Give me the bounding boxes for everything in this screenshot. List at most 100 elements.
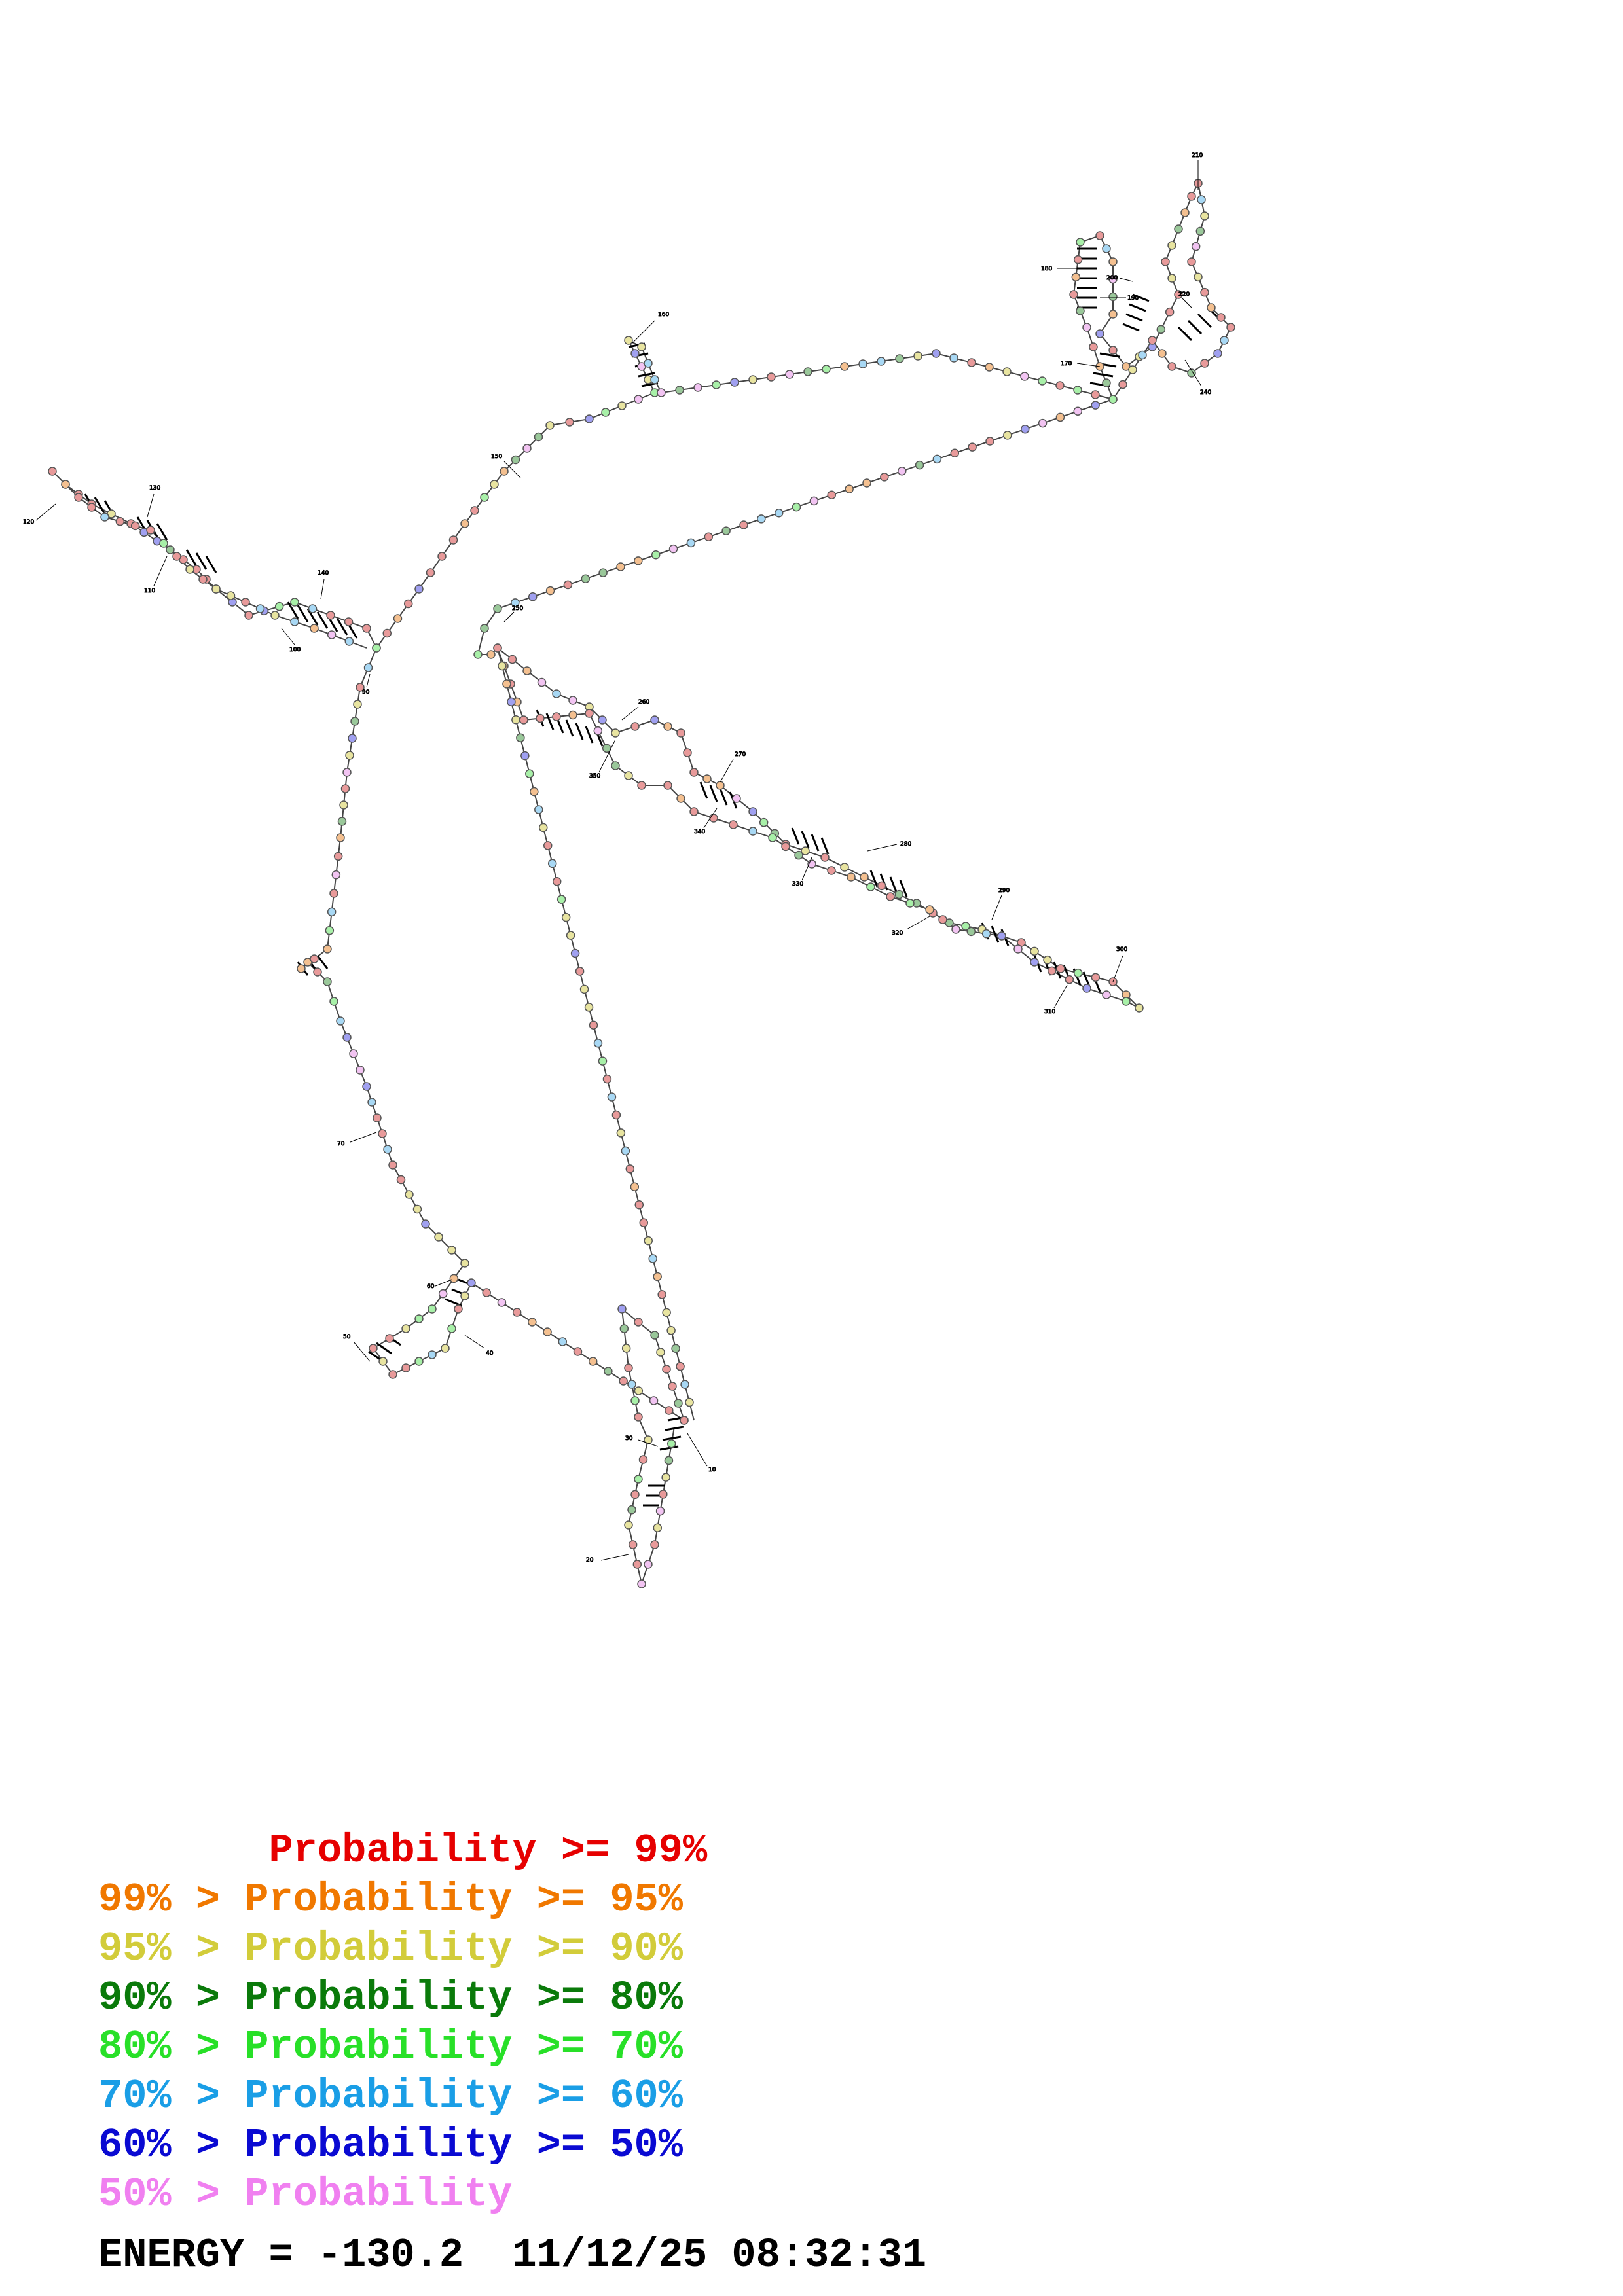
- nucleotide-dot: [1108, 346, 1118, 355]
- nucleotide-dot: [748, 375, 757, 384]
- pos-label-70: 70: [337, 1141, 345, 1147]
- nucleotide-dot: [676, 728, 685, 738]
- legend-prefix: 99% >: [98, 1876, 245, 1923]
- nucleotide-dot: [470, 506, 479, 515]
- nucleotide-dot: [367, 1098, 376, 1107]
- nucleotide-dot: [308, 604, 318, 613]
- nucleotide-dot: [172, 552, 181, 561]
- nucleotide-dot: [414, 1314, 424, 1323]
- nucleotide-dot: [1095, 231, 1104, 240]
- probability-legend: Probability >= 99% 99% > Probability >= 9…: [98, 1826, 707, 2219]
- nucleotide-dot: [634, 1318, 643, 1327]
- nucleotide-dot: [676, 794, 685, 803]
- nucleotide-dot: [566, 931, 575, 940]
- nucleotide-dot: [547, 859, 557, 869]
- legend-text: Probability >= 60%: [244, 2073, 683, 2119]
- nucleotide-dot: [393, 614, 403, 623]
- nucleotide-dot: [1207, 303, 1216, 312]
- nucleotide-dot: [568, 696, 577, 705]
- nucleotide-dot: [650, 375, 659, 384]
- nucleotide-dot: [1071, 272, 1081, 282]
- legend-text: Probability >= 90%: [244, 1926, 683, 1972]
- nucleotide-dot: [1076, 238, 1085, 247]
- pos-label-50: 50: [343, 1334, 351, 1340]
- nucleotide-dot: [1082, 323, 1091, 332]
- nucleotide-dot: [146, 526, 155, 535]
- nucleotide-dot: [581, 574, 591, 584]
- nucleotide-dot: [460, 1291, 469, 1300]
- nucleotide-dot: [1128, 365, 1137, 374]
- nucleotide-dot: [497, 1298, 507, 1307]
- nucleotide-dot: [664, 1456, 674, 1465]
- nucleotide-dot: [598, 1056, 608, 1066]
- nucleotide-dot: [537, 677, 547, 687]
- nucleotide-dot: [619, 1376, 628, 1386]
- nucleotide-dot: [1213, 349, 1222, 358]
- nucleotide-dot: [1055, 412, 1065, 422]
- nucleotide-dot: [1108, 395, 1118, 404]
- nucleotide-dot: [1073, 255, 1083, 264]
- nucleotide-dot: [552, 689, 561, 698]
- legend-prefix: 50% >: [98, 2171, 245, 2217]
- nucleotide-dot: [331, 870, 341, 880]
- nucleotide-dot: [356, 683, 365, 692]
- nucleotide-dot: [329, 889, 338, 898]
- nucleotide-dot: [1135, 1003, 1144, 1013]
- nucleotide-dot: [539, 823, 548, 833]
- nucleotide-dot: [1091, 973, 1101, 982]
- nucleotide-dot: [414, 1357, 424, 1366]
- legend-row: 95% > Probability >= 90%: [98, 1924, 707, 1973]
- nucleotide-dot: [241, 598, 250, 607]
- nucleotide-dot: [480, 493, 489, 502]
- nucleotide-dot: [651, 550, 661, 560]
- nucleotide-dot: [619, 1324, 629, 1333]
- nucleotide-dot: [1167, 274, 1176, 283]
- pos-label-320: 320: [892, 930, 903, 937]
- nucleotide-dot: [1156, 325, 1166, 334]
- nucleotide-dot: [648, 1254, 657, 1263]
- nucleotide-dot: [1194, 272, 1203, 282]
- nucleotide-dot: [486, 650, 496, 659]
- nucleotide-dot: [632, 1560, 642, 1569]
- nucleotide-dot: [880, 473, 889, 482]
- nucleotide-dot: [639, 1218, 649, 1227]
- nucleotide-dot: [634, 1200, 644, 1210]
- legend-row: 90% > Probability >= 80%: [98, 1973, 707, 2022]
- nucleotide-dot: [543, 841, 553, 850]
- nucleotide-dot: [460, 1259, 469, 1268]
- nucleotide-dot: [716, 781, 725, 790]
- nucleotide-dot: [556, 895, 566, 904]
- legend-row: 99% > Probability >= 95%: [98, 1875, 707, 1924]
- nucleotide-dot: [570, 948, 580, 958]
- nucleotide-dot: [1002, 367, 1012, 376]
- nucleotide-dot: [348, 734, 357, 743]
- nucleotide-dot: [712, 380, 721, 389]
- nucleotide-dot: [1102, 378, 1111, 387]
- nucleotide-dot: [657, 388, 666, 397]
- backbone-lines: [52, 181, 1232, 1587]
- nucleotide-dot: [1167, 241, 1176, 250]
- nucleotide-dot: [454, 1304, 463, 1314]
- nucleotide-dot: [585, 709, 594, 718]
- legend-prefix: 95% >: [98, 1926, 245, 1972]
- nucleotide-dot: [480, 624, 489, 633]
- nucleotide-dot: [967, 358, 976, 367]
- nucleotide-dot: [862, 478, 871, 488]
- nucleotide-dot: [326, 611, 335, 620]
- nucleotide-dot: [350, 717, 359, 726]
- nucleotide-dot: [624, 771, 633, 780]
- nucleotide-dot: [473, 650, 483, 659]
- nucleotide-dot: [226, 591, 236, 600]
- nucleotide-dot: [558, 1337, 568, 1346]
- nucleotide-dot: [611, 761, 620, 770]
- nucleotide-dot: [414, 584, 424, 594]
- nucleotide-circles: [48, 179, 1235, 1588]
- legend-prefix: 70% >: [98, 2073, 245, 2119]
- nucleotide-dot: [1108, 292, 1118, 302]
- nucleotide-dot: [362, 1082, 371, 1091]
- nucleotide-dot: [659, 1490, 668, 1499]
- nucleotide-dot: [426, 568, 435, 577]
- nucleotide-dot: [502, 679, 511, 689]
- pos-label-310: 310: [1044, 1009, 1055, 1015]
- nucleotide-dot: [493, 604, 502, 613]
